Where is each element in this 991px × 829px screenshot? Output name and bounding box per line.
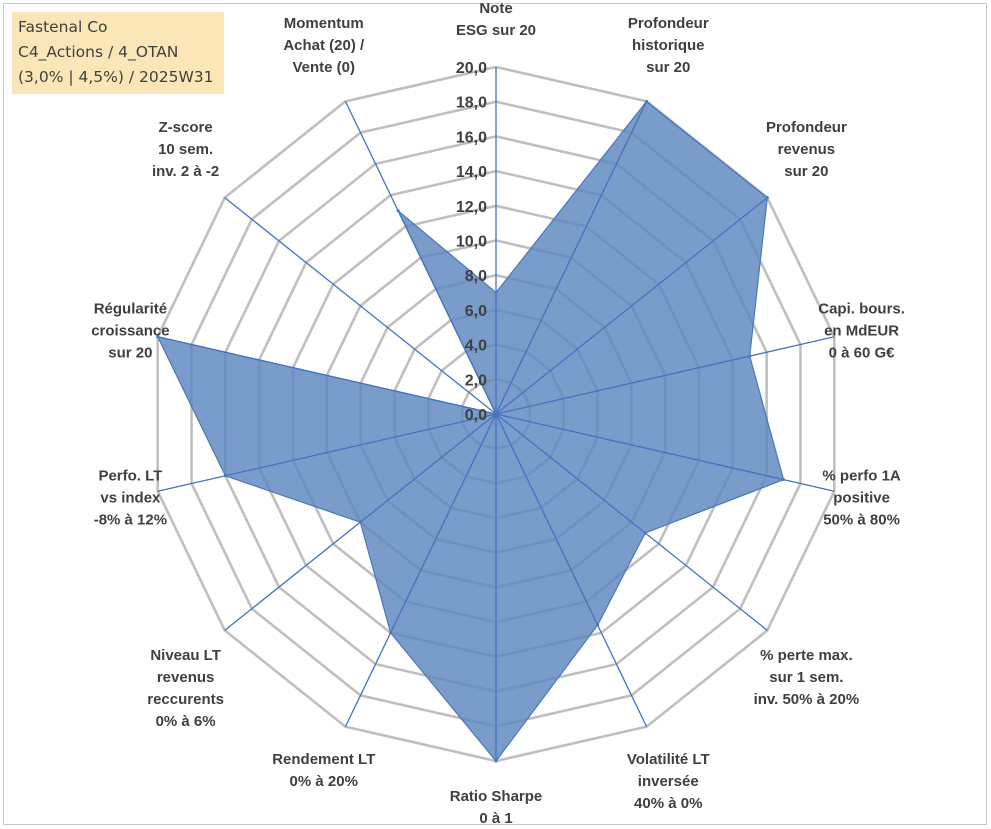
axis-label-line: Z-score	[159, 119, 213, 136]
axis-label-line: % perfo 1A	[822, 467, 901, 484]
data-point	[643, 531, 647, 535]
axis-label-line: inv. 2 à -2	[152, 163, 219, 180]
axis-label-line: % perte max.	[760, 647, 853, 664]
axis-spoke	[495, 413, 835, 492]
axis-label: Régularité croissance sur 20	[91, 301, 169, 362]
axis-label-line: Volatilité LT	[627, 751, 710, 768]
data-point	[156, 335, 160, 339]
info-params: (3,0% | 4,5%) / 2025W31	[18, 68, 214, 86]
axis-label-line: croissance	[91, 323, 169, 340]
axis-spoke	[495, 101, 648, 415]
data-point	[358, 520, 362, 524]
axis-label-line: reccurents	[147, 691, 224, 708]
axis-label-line: 40% à 0%	[634, 795, 702, 812]
axis-spoke	[157, 413, 497, 492]
axis-label: Profondeur historique sur 20	[628, 15, 709, 76]
axis-label: Ratio Sharpe 0 à 1	[450, 788, 543, 827]
tick-label: 2,0	[465, 372, 487, 389]
axis-label-line: ESG sur 20	[456, 22, 536, 39]
data-point	[748, 354, 752, 358]
axis-label: Note ESG sur 20	[456, 0, 536, 39]
data-point	[765, 196, 769, 200]
axis-label: Capi. bours. en MdEUR 0 à 60 G€	[818, 301, 905, 362]
axis-label-line: sur 20	[784, 163, 828, 180]
info-portfolio: C4_Actions / 4_OTAN	[18, 43, 179, 61]
data-point	[223, 474, 227, 478]
axis-label-line: historique	[632, 37, 705, 54]
tick-label: 14,0	[456, 164, 487, 181]
axis-label-line: Ratio Sharpe	[450, 788, 543, 805]
tick-label: 20,0	[456, 60, 487, 77]
axis-label-line: Rendement LT	[272, 751, 375, 768]
tick-label: 8,0	[465, 268, 487, 285]
data-point	[494, 759, 498, 763]
axis-label-line: revenus	[157, 669, 215, 686]
axis-label-line: vs index	[100, 489, 161, 506]
axis-label-line: Perfo. LT	[98, 467, 162, 484]
axis-label-line: revenus	[778, 141, 836, 158]
data-point	[494, 412, 498, 416]
axis-label: Niveau LT revenus reccurents 0% à 6%	[147, 647, 224, 730]
axis-label-line: Profondeur	[766, 119, 847, 136]
axis-spoke	[157, 336, 497, 415]
axis-spoke	[495, 336, 835, 415]
tick-label: 18,0	[456, 95, 487, 112]
data-point	[782, 478, 786, 482]
axis-label-line: sur 20	[108, 345, 152, 362]
axis-label-line: Vente (0)	[292, 59, 355, 76]
axis-label: Z-score 10 sem. inv. 2 à -2	[152, 119, 219, 180]
axis-label: Rendement LT 0% à 20%	[272, 751, 375, 790]
axis-spoke	[495, 413, 648, 727]
axis-label: Momentum Achat (20) / Vente (0)	[283, 15, 365, 76]
info-box: Fastenal Co C4_Actions / 4_OTAN (3,0% | …	[12, 12, 224, 94]
axis-label-line: en MdEUR	[824, 323, 899, 340]
info-company: Fastenal Co	[18, 18, 108, 36]
axis-label-line: Achat (20) /	[283, 37, 365, 54]
data-point	[389, 631, 393, 635]
tick-label: 12,0	[456, 199, 487, 216]
axis-label-line: 0% à 20%	[290, 773, 358, 790]
axis-label-line: Régularité	[94, 301, 167, 318]
data-point	[396, 209, 400, 213]
data-point	[596, 623, 600, 627]
axis-label-line: -8% à 12%	[94, 511, 167, 528]
axis-label-line: Profondeur	[628, 15, 709, 32]
tick-label: 10,0	[456, 234, 487, 251]
tick-label: 16,0	[456, 129, 487, 146]
data-point	[494, 291, 498, 295]
axis-label-line: sur 20	[646, 59, 690, 76]
data-point	[645, 99, 649, 103]
axis-spoke	[224, 197, 497, 415]
axis-label-line: inversée	[638, 773, 699, 790]
axis-label: Profondeur revenus sur 20	[766, 119, 847, 180]
axis-spoke	[495, 197, 768, 415]
axis-label-line: 10 sem.	[158, 141, 213, 158]
axis-label-line: Note	[479, 0, 512, 17]
axis-label-line: 50% à 80%	[823, 511, 900, 528]
axis-label-line: 0% à 6%	[156, 713, 216, 730]
tick-label: 6,0	[465, 303, 487, 320]
axis-label: Volatilité LT inversée 40% à 0%	[627, 751, 710, 812]
axis-label-line: 0 à 1	[479, 810, 512, 827]
axis-spoke	[495, 413, 768, 631]
axis-label-line: positive	[833, 489, 890, 506]
tick-label: 0,0	[465, 407, 487, 424]
axis-label-line: 0 à 60 G€	[829, 345, 896, 362]
axis-label-line: Niveau LT	[150, 647, 221, 664]
axis-label: % perte max. sur 1 sem. inv. 50% à 20%	[754, 647, 860, 708]
axis-spoke	[344, 101, 497, 415]
axis-label-line: inv. 50% à 20%	[754, 691, 860, 708]
axis-label: % perfo 1A positive 50% à 80%	[822, 467, 901, 528]
axis-spoke	[344, 413, 497, 727]
axis-label: Perfo. LT vs index -8% à 12%	[94, 467, 167, 528]
axis-label-line: Capi. bours.	[818, 301, 905, 318]
tick-label: 4,0	[465, 338, 487, 355]
axis-label-line: sur 1 sem.	[769, 669, 843, 686]
axis-label-line: Momentum	[284, 15, 364, 32]
